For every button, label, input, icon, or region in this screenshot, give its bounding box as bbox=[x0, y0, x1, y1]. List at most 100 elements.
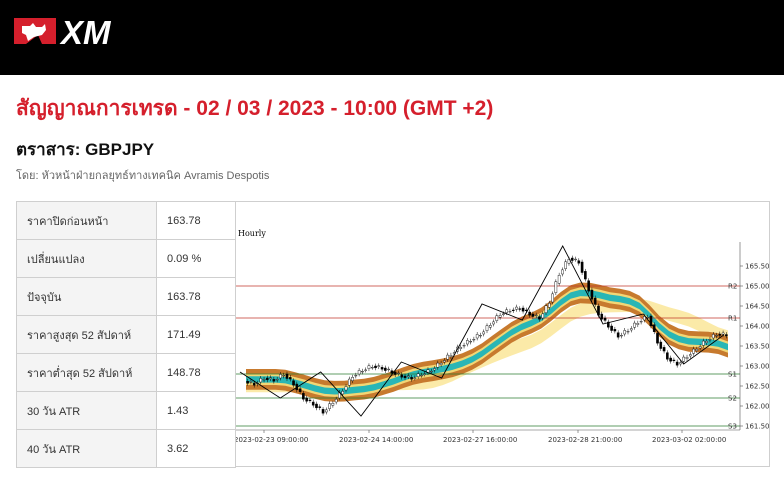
candle-body bbox=[488, 324, 492, 328]
candle-body bbox=[534, 314, 538, 317]
candle-body bbox=[308, 399, 312, 402]
candle-body bbox=[311, 401, 315, 406]
x-tick-label: 2023-02-24 14:00:00 bbox=[339, 436, 413, 444]
x-tick-label: 2023-03-02 02:00:00 bbox=[652, 436, 726, 444]
y-tick-label: 163.00 bbox=[745, 363, 769, 371]
candle-body bbox=[302, 393, 305, 400]
candle-body bbox=[544, 305, 548, 313]
candle-body bbox=[305, 397, 308, 402]
logo-text: XM bbox=[59, 14, 112, 49]
candle-body bbox=[384, 367, 387, 371]
stat-label: ราคาสูงสุด 52 สัปดาห์ bbox=[16, 315, 157, 354]
candle-body bbox=[367, 365, 371, 369]
candle-body bbox=[679, 362, 682, 365]
candle-body bbox=[292, 380, 295, 386]
candle-body bbox=[666, 352, 669, 360]
x-tick-label: 2023-02-27 16:00:00 bbox=[443, 436, 517, 444]
candle-body bbox=[354, 374, 358, 377]
candle-body bbox=[557, 274, 561, 284]
candle-body bbox=[505, 309, 508, 313]
candle-body bbox=[439, 362, 443, 365]
candle-body bbox=[715, 334, 718, 337]
candle-body bbox=[429, 370, 433, 373]
candle-body bbox=[570, 257, 574, 261]
level-label-r1: R1 bbox=[728, 315, 737, 323]
level-label-s2: S2 bbox=[728, 395, 737, 403]
stat-value: 171.49 bbox=[156, 315, 236, 354]
candle-body bbox=[364, 369, 367, 371]
stat-value: 148.78 bbox=[156, 353, 236, 392]
candle-body bbox=[449, 354, 453, 357]
candle-body bbox=[298, 388, 302, 392]
candle-body bbox=[662, 347, 666, 352]
candle-body bbox=[688, 354, 692, 357]
candle-body bbox=[498, 314, 502, 318]
middle-ma-band bbox=[246, 287, 728, 397]
candle-body bbox=[370, 366, 374, 369]
candle-body bbox=[718, 333, 722, 336]
candle-body bbox=[446, 354, 449, 360]
candle-body bbox=[328, 403, 331, 409]
candle-body bbox=[623, 330, 627, 335]
table-row: ราคาสูงสุด 52 สัปดาห์ 171.49 bbox=[16, 315, 236, 354]
outer-ma-band bbox=[246, 282, 728, 402]
candle-body bbox=[692, 348, 695, 354]
candle-body bbox=[603, 317, 607, 321]
candle-body bbox=[377, 365, 381, 367]
candle-body bbox=[702, 340, 705, 346]
candle-body bbox=[436, 362, 440, 368]
page-title: สัญญาณการเทรด - 02 / 03 / 2023 - 10:00 (… bbox=[16, 97, 494, 120]
candle-body bbox=[564, 261, 567, 269]
candle-body bbox=[561, 269, 564, 275]
candle-body bbox=[462, 344, 466, 347]
candle-body bbox=[577, 260, 581, 264]
stat-value: 3.62 bbox=[156, 429, 236, 468]
y-tick-label: 162.00 bbox=[745, 403, 769, 411]
candle-body bbox=[416, 373, 420, 377]
candle-body bbox=[518, 308, 522, 310]
candle-body bbox=[593, 297, 597, 305]
table-row: 30 วัน ATR 1.43 bbox=[16, 391, 236, 430]
y-tick-label: 164.00 bbox=[745, 323, 769, 331]
candle-body bbox=[262, 378, 266, 381]
candle-body bbox=[629, 328, 633, 331]
candle-body bbox=[469, 340, 472, 343]
candle-body bbox=[587, 280, 590, 292]
candle-body bbox=[347, 378, 351, 386]
candle-body bbox=[492, 321, 495, 325]
candle-body bbox=[315, 403, 318, 409]
candle-body bbox=[475, 334, 479, 339]
candle-body bbox=[321, 409, 325, 414]
candle-body bbox=[541, 313, 545, 319]
table-row: ปัจจุบัน 163.78 bbox=[16, 277, 236, 316]
candle-body bbox=[423, 373, 427, 375]
top-bar: XM bbox=[0, 0, 784, 75]
candle-body bbox=[420, 374, 423, 377]
candle-body bbox=[574, 258, 577, 261]
candle-body bbox=[407, 375, 410, 377]
candle-body bbox=[252, 382, 256, 386]
stat-label: ราคาปิดก่อนหน้า bbox=[16, 201, 157, 240]
x-tick-label: 2023-02-23 09:00:00 bbox=[236, 436, 308, 444]
table-row: ราคาปิดก่อนหน้า 163.78 bbox=[16, 201, 236, 240]
candle-body bbox=[393, 371, 397, 375]
instrument-heading: ตราสาร: GBPJPY bbox=[16, 140, 155, 159]
candle-body bbox=[397, 372, 400, 375]
candle-body bbox=[584, 271, 587, 280]
candle-body bbox=[600, 313, 604, 320]
table-row: 40 วัน ATR 3.62 bbox=[16, 429, 236, 468]
candle-body bbox=[390, 370, 394, 374]
candle-body bbox=[633, 322, 636, 328]
stat-value: 0.09 % bbox=[156, 239, 236, 278]
candle-body bbox=[698, 346, 702, 349]
candle-body bbox=[361, 370, 364, 373]
xm-logo[interactable]: XM bbox=[12, 13, 134, 49]
level-label-s1: S1 bbox=[728, 371, 737, 379]
candle-body bbox=[708, 338, 712, 341]
candle-body bbox=[357, 370, 361, 375]
candle-body bbox=[472, 338, 476, 341]
bull-icon bbox=[22, 23, 46, 41]
stat-label: 40 วัน ATR bbox=[16, 429, 157, 468]
candle-body bbox=[711, 334, 715, 339]
candle-body bbox=[459, 346, 463, 349]
